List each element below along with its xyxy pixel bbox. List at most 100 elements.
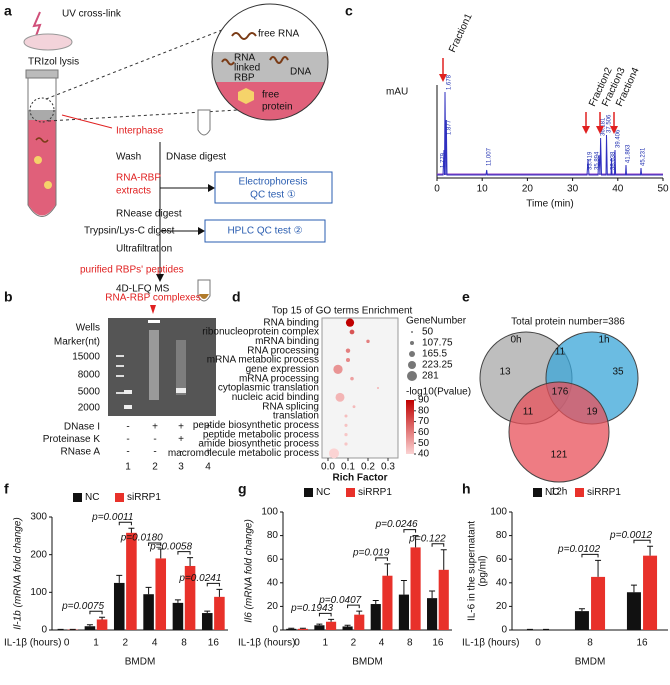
legend-swatch [533, 488, 542, 497]
dot [344, 414, 348, 418]
y-tick-label: nucleic acid binding [232, 392, 319, 403]
p-value: p=0.0180 [120, 533, 163, 544]
x-tick-label: 1 [93, 638, 99, 649]
protein-dot [34, 156, 42, 164]
step: Ultrafiltration [116, 244, 172, 255]
legend-size [407, 371, 417, 381]
y-tick-label: 80 [496, 530, 508, 541]
legend-size [411, 331, 413, 333]
venn-title: Total protein number=386 [511, 317, 625, 328]
legend-label: 281 [422, 371, 439, 382]
step: Wash [116, 152, 141, 163]
x-tick-label: 1 [322, 638, 328, 649]
bar [354, 614, 365, 630]
x-tick-label: 10 [477, 184, 489, 195]
zoom-label: RBP [234, 73, 255, 84]
significance-bracket [177, 551, 191, 555]
y-tick-label: mRNA metabolic process [207, 355, 319, 366]
gel-band [116, 375, 124, 377]
arrowhead [439, 74, 447, 82]
gel [108, 318, 216, 416]
zoom-marker [29, 97, 55, 123]
set-label: 1h [598, 335, 609, 346]
bar [626, 592, 641, 630]
panel-letter: f [4, 481, 9, 497]
treatment-sign: - [126, 422, 129, 433]
rna [35, 137, 49, 143]
bar [574, 611, 589, 630]
zoom-label: DNA [290, 67, 311, 78]
bar [155, 558, 167, 630]
y-tick-label: 0 [41, 625, 47, 636]
bar [96, 619, 108, 630]
panel-e: e Total protein number=386 0h 1h 12h 13 … [462, 289, 639, 498]
error-bar [99, 616, 106, 620]
dot [335, 392, 345, 402]
y-tick-label: RNA binding [263, 317, 319, 328]
treatment-name: Proteinase K [43, 434, 101, 445]
lane-number: 2 [152, 462, 158, 473]
y-tick-label: 60 [496, 554, 508, 565]
treatment-sign: + [205, 422, 211, 433]
rna [231, 32, 257, 40]
panel-letter: g [238, 481, 247, 497]
peak-label: 1.779 [441, 152, 447, 168]
y-tick-label: 40 [496, 577, 508, 588]
significance-bracket [318, 612, 332, 617]
x-tick-label: 16 [208, 638, 220, 649]
peak-label: 11.007 [487, 147, 493, 166]
uv-icon [32, 11, 42, 37]
pointer [61, 114, 113, 129]
p-value: p=0.0058 [149, 541, 192, 552]
tube-phase [28, 120, 56, 216]
x-tick-label: 40 [612, 184, 624, 195]
peak-label: 45.231 [641, 147, 647, 166]
error-bar [128, 527, 135, 533]
y-tick-label: 60 [267, 554, 279, 565]
zoom-label: free [262, 90, 280, 101]
gel-smear [149, 330, 159, 400]
gel-label: Wells [76, 323, 100, 334]
zoom-label: protein [262, 102, 293, 113]
zoom-label: linked [234, 63, 260, 74]
lane-number: 3 [178, 462, 184, 473]
error-bar [288, 627, 295, 629]
peak-label: 1.678 [447, 74, 453, 90]
peak-label: 1.877 [447, 119, 453, 135]
legend-label: siRRP1 [127, 492, 161, 503]
group-label: BMDM [125, 657, 156, 668]
significance-bracket [89, 610, 103, 615]
x-tick-label: 0.3 [381, 462, 395, 473]
legend-swatch [346, 488, 355, 497]
legend-size [408, 361, 416, 369]
error-bar [316, 623, 323, 626]
zone [212, 52, 328, 82]
bar [398, 594, 409, 630]
error-bar [440, 549, 447, 570]
y-tick-label: 80 [267, 530, 279, 541]
chromatogram [437, 91, 663, 176]
group-label: BMDM [352, 657, 383, 668]
dot [377, 387, 379, 389]
venn-set [508, 381, 610, 483]
x-tick-label: 0.0 [321, 462, 335, 473]
treatment-sign: - [206, 434, 209, 445]
gel-band [148, 320, 160, 323]
protein-icon [238, 88, 254, 104]
dish [23, 33, 73, 51]
p-value: p=0.0241 [178, 573, 221, 584]
treatment-sign: - [126, 434, 129, 445]
chart-title: Top 15 of GO terms Enrichment [272, 306, 413, 317]
marker-size: 2000 [78, 403, 101, 414]
peak-label: 38.638 [611, 151, 617, 170]
error-bar [526, 628, 533, 630]
legend-label: NC [316, 487, 330, 498]
panel-c: c mAU 0 10 20 30 40 50 Time (min) 1.678 1.877… [345, 3, 669, 210]
x-tick-label: 2 [123, 638, 129, 649]
zone [212, 4, 328, 52]
y-tick-label: 200 [30, 549, 47, 560]
y-label: mAU [386, 87, 408, 98]
y-label: Il6 (mRNA fold change) [244, 519, 255, 623]
gel-band [176, 388, 186, 393]
